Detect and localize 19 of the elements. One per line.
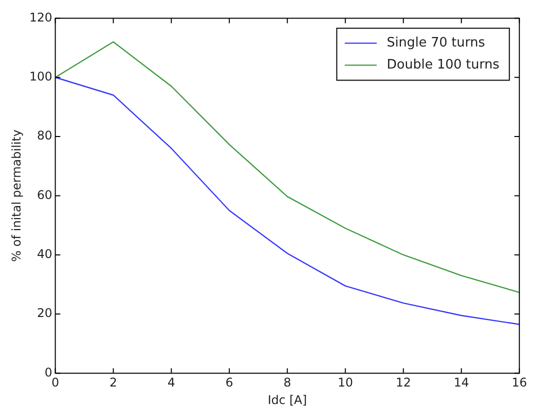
y-tick-label: 120 [29,10,52,24]
legend-label: Double 100 turns [386,58,500,73]
legend-label: Single 70 turns [386,36,486,51]
y-tick-label: 80 [37,128,52,143]
x-tick-label: 6 [226,376,234,390]
y-tick-label: 40 [37,246,52,261]
x-tick-label: 10 [338,376,353,390]
x-tick-label: 16 [512,376,528,390]
x-axis-title: Idc [A] [268,392,307,407]
y-axis-title: % of inital permability [9,130,24,262]
y-tick-label: 100 [29,69,52,84]
y-tick-label: 60 [37,188,52,202]
x-tick-label: 12 [396,376,411,390]
y-tick-label: 20 [37,306,52,320]
y-tick-label: 0 [44,365,52,380]
x-tick-label: 4 [168,376,176,390]
x-tick-label: 14 [454,376,469,390]
x-tick-label: 2 [109,376,118,390]
x-tick-label: 8 [284,376,292,390]
